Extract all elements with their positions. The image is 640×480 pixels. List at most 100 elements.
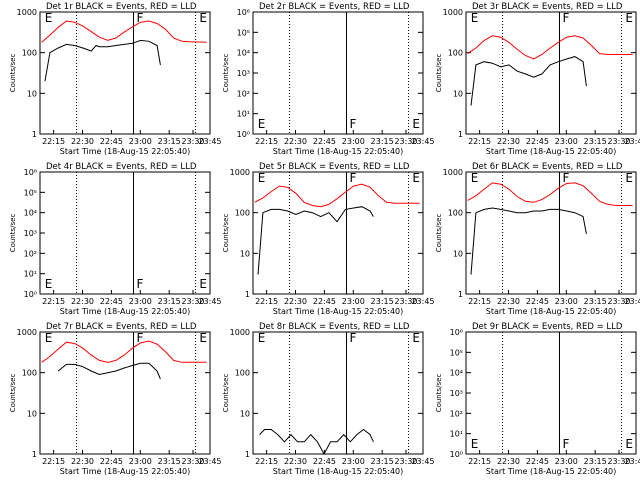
- y-axis-label: Counts/sec: [9, 54, 17, 93]
- detector-panel-3: Det 3r BLACK = Events, RED = LLD 1 10 100 10…: [435, 2, 640, 156]
- marker-e: E: [625, 437, 633, 451]
- y-tick-label: 10: [27, 89, 37, 98]
- y-axis-label: Counts/sec: [435, 54, 443, 93]
- x-tick-label: 22:45: [526, 297, 549, 306]
- y-tick-label: 1000: [17, 8, 37, 17]
- y-tick-label: 10⁰: [24, 290, 37, 299]
- x-tick-label: 23:15: [158, 137, 181, 146]
- x-tick-label: 22:45: [100, 137, 123, 146]
- y-tick-label: 1: [245, 290, 250, 299]
- marker-e: E: [45, 11, 53, 25]
- y-tick-label: 100: [22, 369, 37, 378]
- plot-frame: [465, 331, 637, 455]
- series-lld-line: [467, 35, 633, 60]
- y-tick-label: 10⁶: [450, 328, 463, 337]
- plot-frame: [39, 11, 211, 135]
- marker-e: E: [258, 331, 266, 345]
- y-tick-label: 1: [245, 450, 250, 459]
- x-axis-label: Start Time (18-Aug-15 22:05:40): [486, 307, 617, 316]
- y-tick-label: 10: [27, 409, 37, 418]
- x-axis-label: Start Time (18-Aug-15 22:05:40): [60, 467, 191, 476]
- y-tick-label: 10⁴: [237, 49, 250, 58]
- x-tick-label: 23:45: [624, 297, 640, 306]
- x-tick-label: 23:30: [181, 297, 204, 306]
- y-axis-label: Counts/sec: [435, 214, 443, 253]
- marker-e: E: [258, 117, 266, 131]
- marker-e: E: [625, 171, 633, 185]
- x-tick-label: 23:30: [394, 297, 417, 306]
- marker-e: E: [471, 11, 479, 25]
- y-tick-label: 10²: [24, 249, 37, 258]
- x-tick-label: 22:15: [255, 457, 278, 466]
- plot-frame: [39, 171, 211, 295]
- x-tick-label: 22:15: [468, 137, 491, 146]
- series-events-line: [470, 56, 587, 106]
- marker-e: E: [471, 171, 479, 185]
- plot-frame: [252, 11, 424, 135]
- y-tick-label: 10¹: [237, 110, 250, 119]
- marker-f: F: [563, 171, 570, 185]
- x-axis-label: Start Time (18-Aug-15 22:05:40): [273, 307, 404, 316]
- y-tick-label: 10³: [450, 389, 463, 398]
- y-tick-label: 100: [235, 369, 250, 378]
- x-tick-label: 22:45: [313, 137, 336, 146]
- x-tick-label: 23:15: [584, 137, 607, 146]
- detector-panel-9: Det 9r BLACK = Events, RED = LLD 10⁰ 10¹ 10…: [435, 322, 640, 476]
- series-events-line: [259, 428, 374, 456]
- x-axis-label: Start Time (18-Aug-15 22:05:40): [60, 307, 191, 316]
- y-axis-label: Counts/sec: [222, 54, 230, 93]
- x-tick-label: 22:15: [42, 457, 65, 466]
- x-tick-label: 22:45: [526, 457, 549, 466]
- series-lld-line: [41, 20, 207, 43]
- x-tick-label: 22:15: [468, 457, 491, 466]
- y-tick-label: 1000: [443, 8, 463, 17]
- x-axis-label: Start Time (18-Aug-15 22:05:40): [273, 467, 404, 476]
- y-tick-label: 1000: [17, 328, 37, 337]
- x-tick-label: 23:45: [624, 137, 640, 146]
- y-tick-label: 10: [240, 249, 250, 258]
- x-tick-label: 23:00: [555, 137, 578, 146]
- y-tick-label: 10⁶: [24, 168, 37, 177]
- y-tick-label: 10³: [237, 69, 250, 78]
- y-tick-label: 10¹: [24, 270, 37, 279]
- marker-e: E: [45, 331, 53, 345]
- y-tick-label: 10: [453, 89, 463, 98]
- x-axis-label: Start Time (18-Aug-15 22:05:40): [60, 147, 191, 156]
- y-tick-label: 10⁶: [237, 8, 250, 17]
- y-axis-label: Counts/sec: [435, 374, 443, 413]
- x-tick-label: 23:00: [342, 457, 365, 466]
- x-tick-label: 22:15: [468, 297, 491, 306]
- y-tick-label: 10: [240, 409, 250, 418]
- panel-title: Det 5r BLACK = Events, RED = LLD: [259, 162, 410, 172]
- x-tick-label: 23:45: [198, 297, 221, 306]
- panel-title: Det 6r BLACK = Events, RED = LLD: [472, 162, 623, 172]
- detector-panel-4: Det 4r BLACK = Events, RED = LLD 10⁰ 10¹ 10…: [9, 162, 222, 316]
- marker-e: E: [45, 277, 53, 291]
- y-tick-label: 100: [448, 209, 463, 218]
- x-tick-label: 23:00: [129, 297, 152, 306]
- detector-panel-7: Det 7r BLACK = Events, RED = LLD 1 10 100 10…: [9, 322, 222, 476]
- x-tick-label: 23:15: [584, 457, 607, 466]
- x-tick-label: 23:30: [394, 457, 417, 466]
- panel-title: Det 2r BLACK = Events, RED = LLD: [259, 2, 410, 12]
- marker-e: E: [412, 117, 420, 131]
- series-lld-line: [254, 183, 420, 208]
- panel-title: Det 4r BLACK = Events, RED = LLD: [46, 162, 197, 172]
- x-tick-label: 23:45: [198, 137, 221, 146]
- x-tick-label: 23:15: [371, 297, 394, 306]
- marker-f: F: [137, 277, 144, 291]
- marker-f: F: [350, 171, 357, 185]
- x-tick-label: 22:45: [526, 137, 549, 146]
- x-tick-label: 23:45: [411, 457, 434, 466]
- x-tick-label: 22:30: [284, 297, 307, 306]
- y-tick-label: 10²: [237, 89, 250, 98]
- x-tick-label: 22:30: [497, 457, 520, 466]
- y-tick-label: 10⁵: [237, 28, 250, 37]
- y-tick-label: 1: [32, 130, 37, 139]
- panel-title: Det 3r BLACK = Events, RED = LLD: [472, 2, 623, 12]
- x-tick-label: 23:30: [394, 137, 417, 146]
- x-tick-label: 22:30: [71, 457, 94, 466]
- x-tick-label: 23:30: [607, 137, 630, 146]
- series-events-line: [44, 39, 161, 82]
